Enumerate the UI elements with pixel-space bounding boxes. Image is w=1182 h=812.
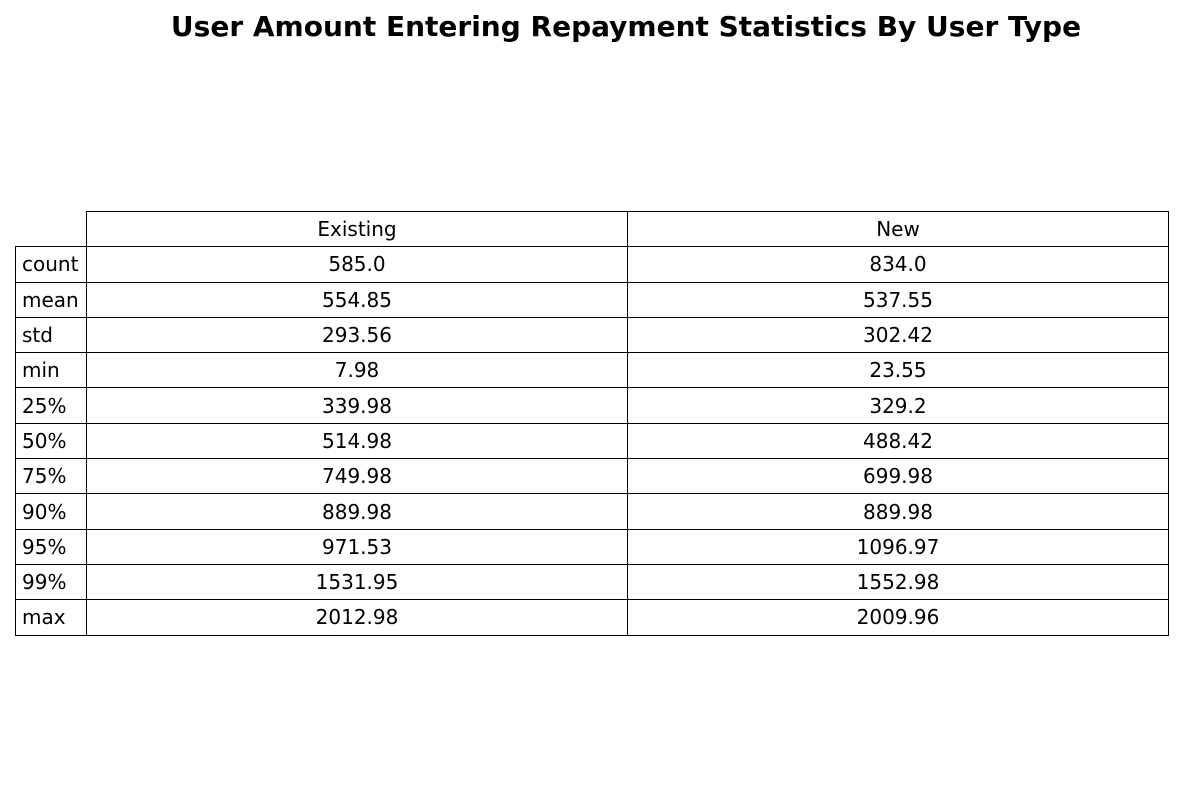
cell-existing: 514.98 <box>86 422 628 460</box>
table-row: max 2012.98 2009.96 <box>15 599 1169 636</box>
cell-existing: 749.98 <box>86 458 628 495</box>
table-row: 50% 514.98 488.42 <box>15 422 1169 460</box>
cell-existing: 293.56 <box>86 316 628 354</box>
cell-existing: 554.85 <box>86 281 628 318</box>
row-label: min <box>15 352 87 389</box>
cell-existing: 7.98 <box>86 352 628 389</box>
table-row: 90% 889.98 889.98 <box>15 493 1169 530</box>
header-row: Existing New <box>16 210 1169 248</box>
row-label: mean <box>15 281 87 318</box>
cell-existing: 339.98 <box>86 387 628 424</box>
cell-new: 1096.97 <box>627 528 1169 565</box>
table-row: 75% 749.98 699.98 <box>15 458 1169 495</box>
row-label: count <box>15 246 87 283</box>
cell-new: 889.98 <box>627 493 1169 530</box>
cell-existing: 1531.95 <box>86 563 628 601</box>
row-label: 99% <box>15 563 87 601</box>
cell-new: 2009.96 <box>627 599 1169 636</box>
cell-existing: 889.98 <box>86 493 628 530</box>
row-label: 75% <box>15 458 87 495</box>
column-header-new: New <box>627 210 1169 248</box>
column-header-existing: Existing <box>86 210 628 248</box>
cell-new: 699.98 <box>627 458 1169 495</box>
row-label: 50% <box>15 422 87 460</box>
stats-table: Existing New count 585.0 834.0 mean 554.… <box>15 210 1169 636</box>
table-row: 95% 971.53 1096.97 <box>15 528 1169 565</box>
cell-existing: 585.0 <box>86 246 628 283</box>
table-row: count 585.0 834.0 <box>15 246 1169 283</box>
table-row: min 7.98 23.55 <box>15 352 1169 389</box>
cell-existing: 2012.98 <box>86 599 628 636</box>
table-row: 25% 339.98 329.2 <box>15 387 1169 424</box>
row-label: max <box>15 599 87 636</box>
cell-new: 302.42 <box>627 316 1169 354</box>
table-row: std 293.56 302.42 <box>15 316 1169 354</box>
corner-cell <box>16 212 87 247</box>
cell-new: 329.2 <box>627 387 1169 424</box>
cell-new: 1552.98 <box>627 563 1169 601</box>
chart-title: User Amount Entering Repayment Statistic… <box>170 10 1082 43</box>
row-label: 25% <box>15 387 87 424</box>
table-row: 99% 1531.95 1552.98 <box>15 563 1169 601</box>
cell-new: 23.55 <box>627 352 1169 389</box>
cell-new: 537.55 <box>627 281 1169 318</box>
row-label: 90% <box>15 493 87 530</box>
row-label: std <box>15 316 87 354</box>
row-label: 95% <box>15 528 87 565</box>
cell-existing: 971.53 <box>86 528 628 565</box>
cell-new: 488.42 <box>627 422 1169 460</box>
table-row: mean 554.85 537.55 <box>15 281 1169 318</box>
cell-new: 834.0 <box>627 246 1169 283</box>
